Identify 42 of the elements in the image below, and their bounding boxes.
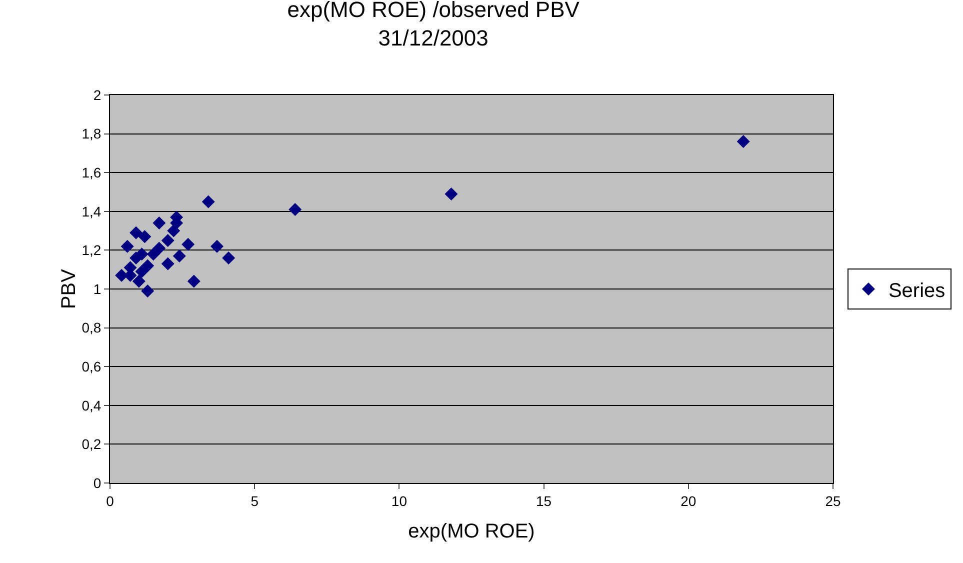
y-axis-title: PBV xyxy=(58,268,80,310)
point xyxy=(187,274,200,288)
x-tick-label: 5 xyxy=(250,492,259,509)
y-tick-label: 1,4 xyxy=(82,203,102,220)
point xyxy=(288,202,302,216)
point xyxy=(167,224,180,238)
point xyxy=(210,240,224,253)
chart-title: exp(MO ROE) /observed PBV 31/12/2003 xyxy=(287,0,580,50)
point xyxy=(138,230,152,244)
x-tick-label: 10 xyxy=(391,492,408,509)
point xyxy=(202,195,215,208)
point xyxy=(172,250,186,263)
point xyxy=(161,257,174,270)
x-tick-label: 20 xyxy=(680,492,696,509)
point xyxy=(161,234,174,247)
point xyxy=(152,216,166,230)
point xyxy=(736,135,750,148)
y-tick-label: 0,2 xyxy=(82,436,102,452)
point xyxy=(130,226,143,240)
y-tick-label: 0,6 xyxy=(82,358,102,374)
y-tick-label: 0,8 xyxy=(82,320,102,336)
point xyxy=(141,259,154,272)
y-tick-label: 1,8 xyxy=(82,126,102,142)
y-tick-label: 1,6 xyxy=(82,164,102,180)
point xyxy=(132,274,146,288)
point xyxy=(444,187,458,200)
x-axis-title: exp(MO ROE) xyxy=(408,520,535,542)
legend-label: Series xyxy=(888,280,946,302)
point xyxy=(222,251,236,264)
y-tick-label: 1,2 xyxy=(82,242,102,258)
point xyxy=(141,284,154,298)
y-tick-label: 1 xyxy=(93,280,102,297)
x-tick-label: 25 xyxy=(825,492,841,509)
point xyxy=(152,242,166,255)
y-tick-label: 0 xyxy=(93,474,102,491)
point xyxy=(130,251,143,264)
x-tick-label: 0 xyxy=(106,492,114,509)
point xyxy=(120,240,134,253)
x-tick-label: 15 xyxy=(536,492,552,509)
y-tick-label: 2 xyxy=(93,86,102,103)
point xyxy=(182,238,195,251)
y-tick-label: 0,4 xyxy=(82,397,102,414)
